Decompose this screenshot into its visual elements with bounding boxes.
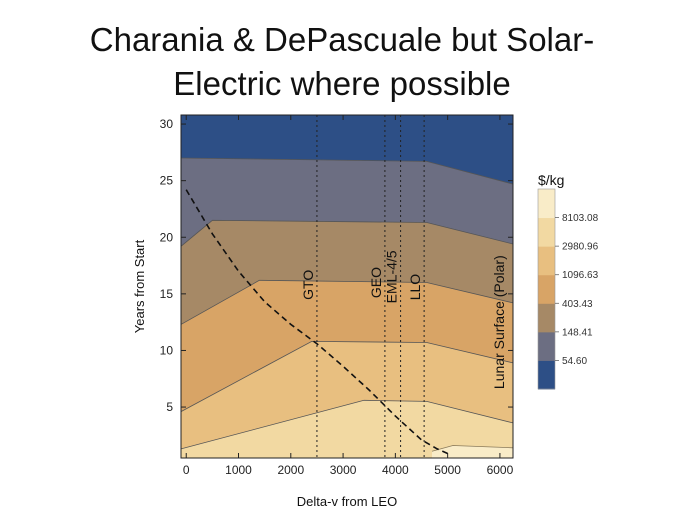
slide-title-line2: Electric where possible (173, 65, 511, 102)
y-tick-label: 5 (166, 400, 173, 414)
legend-swatch-1 (538, 331, 555, 361)
legend-swatch-6 (538, 189, 555, 219)
legend-swatch-5 (538, 217, 555, 247)
legend-bar-frame (537, 188, 556, 390)
plot-frame (180, 114, 514, 459)
contour-line-peak (431, 445, 513, 452)
slide-title: Charania & DePascuale but Solar- Electri… (0, 18, 684, 106)
x-tick-label: 0 (183, 463, 190, 477)
y-tick-label: 20 (160, 230, 174, 244)
contour-band-2 (181, 220, 513, 325)
legend-label: 148.41 (562, 327, 593, 338)
contour-line-0 (181, 157, 513, 185)
contour-band-peak (432, 445, 513, 458)
contour-band-4 (181, 341, 513, 449)
contour-band-0 (181, 115, 513, 185)
slide-title-line1: Charania & DePascuale but Solar- (89, 21, 595, 58)
contour-bands (181, 115, 513, 458)
x-axis-title: Delta-v from LEO (297, 494, 397, 509)
legend-swatch-4 (538, 246, 555, 276)
legend-swatch-3 (538, 274, 555, 304)
contour-band-1 (181, 158, 513, 247)
region-label-lunar-surface: Lunar Surface (Polar) (491, 255, 507, 389)
x-tick-label: 6000 (487, 463, 514, 477)
legend: $/kg 54.60 148.41 403.43 1096.63 2980.96 8103.… (537, 172, 599, 390)
contour-line-2 (181, 279, 513, 325)
axes: 0 1000 2000 3000 4000 5000 6000 5 10 15 20 25 30 Delt… (132, 115, 514, 509)
region-label-llo: LLO (407, 274, 423, 301)
region-label-gto: GTO (300, 270, 316, 300)
legend-label: 1096.63 (562, 270, 599, 281)
contour-line-4 (181, 399, 513, 450)
y-tick-label: 25 (160, 174, 174, 188)
legend-label: 2980.96 (562, 242, 599, 253)
contour-line-1 (181, 219, 513, 247)
x-tick-label: 3000 (330, 463, 357, 477)
x-tick-label: 5000 (434, 463, 461, 477)
x-tick-label: 2000 (277, 463, 304, 477)
legend-label: 54.60 (562, 356, 587, 367)
region-labels: GTO GEO EML-4/5 LLO Lunar Surface (Polar) (300, 250, 507, 389)
legend-title: $/kg (538, 172, 564, 188)
legend-label: 8103.08 (562, 213, 599, 224)
y-tick-label: 15 (160, 287, 174, 301)
y-tick-label: 30 (160, 117, 174, 131)
legend-swatch-2 (538, 303, 555, 333)
region-label-geo: GEO (368, 267, 384, 298)
overlay-lines (185, 115, 448, 458)
y-axis-title: Years from Start (132, 239, 147, 333)
region-label-eml-4-5: EML-4/5 (384, 250, 400, 303)
contour-band-5 (181, 400, 513, 458)
contour-line-3 (181, 340, 513, 412)
legend-swatch-0 (538, 360, 555, 390)
x-tick-label: 4000 (382, 463, 409, 477)
x-tick-label: 1000 (225, 463, 252, 477)
contour-band-3 (181, 280, 513, 412)
y-tick-label: 10 (160, 343, 174, 357)
legend-label: 403.43 (562, 299, 593, 310)
dashed-curve (185, 189, 448, 455)
